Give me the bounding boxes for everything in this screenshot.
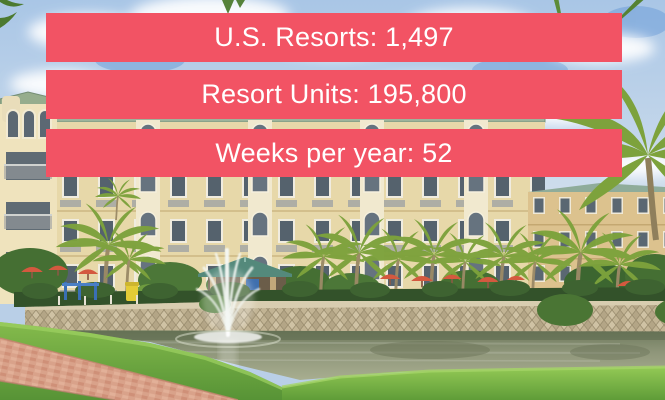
walking-path [0,337,239,400]
playground-equipment [62,281,99,300]
stat-text-resort-units: Resort Units: 195,800 [201,79,467,109]
stat-banner-us-resorts: U.S. Resorts: 1,497 [46,13,622,62]
palm-fronds-top-left [0,0,245,28]
fountain [175,248,281,372]
trash-bin [125,282,139,301]
stat-text-us-resorts: U.S. Resorts: 1,497 [214,22,454,52]
grass-right [281,365,665,400]
stat-banner-weeks-per-year: Weeks per year: 52 [46,129,622,177]
stat-banner-resort-units: Resort Units: 195,800 [46,70,622,119]
lake [25,330,665,380]
stat-text-weeks-per-year: Weeks per year: 52 [215,137,453,168]
